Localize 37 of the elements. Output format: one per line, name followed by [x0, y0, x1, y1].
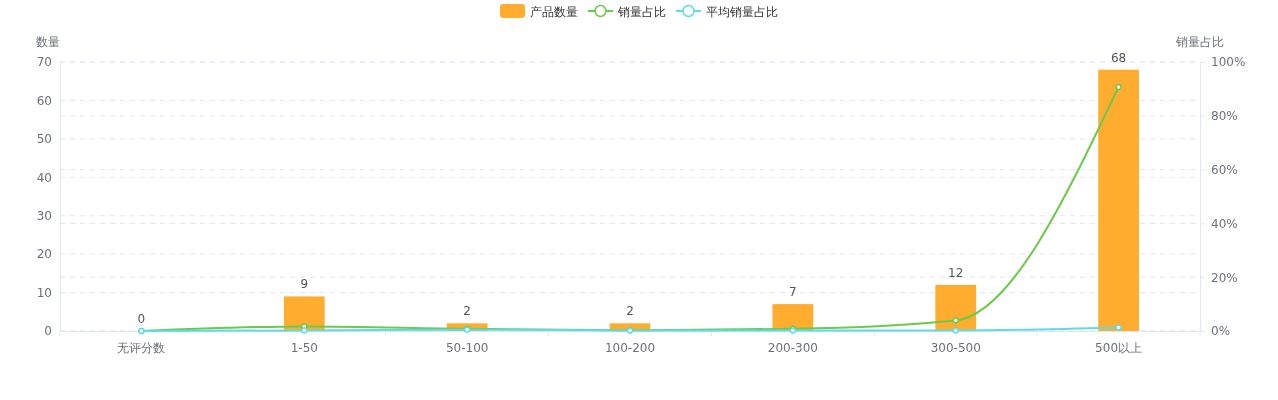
point [1115, 324, 1122, 331]
y-tick-label: 40 [36, 170, 52, 185]
x-tick-label: 50-100 [445, 340, 489, 355]
x-tick-label: 无评分数 [117, 340, 166, 355]
y2-tick-label: 80% [1211, 109, 1238, 124]
x-tick-label: 100-200 [604, 340, 656, 355]
y2-tick-label: 0% [1211, 324, 1231, 339]
data-label: 9 [300, 277, 309, 292]
data-label: 7 [789, 285, 797, 300]
x-tick-label: 200-300 [767, 340, 818, 355]
data-label: 68 [1110, 50, 1127, 65]
y2-tick-label: 40% [1211, 216, 1238, 231]
point [1115, 83, 1122, 91]
data-label: 0 [137, 312, 146, 326]
y-tick-label: 50 [36, 132, 52, 147]
legend-label: 产品数量 [530, 4, 578, 19]
y-tick-label: 30 [36, 209, 52, 224]
y-axis-title: 数量 [36, 35, 60, 49]
y-tick-label: 10 [36, 285, 52, 300]
bar [1098, 69, 1139, 331]
legend-label: 销量占比 [617, 4, 666, 19]
data-label: 2 [463, 304, 471, 319]
y2-axis-title: 销量占比 [1175, 35, 1224, 49]
point [952, 317, 959, 324]
x-tick-label: 500以上 [1095, 340, 1143, 355]
y-tick-label: 60 [36, 93, 52, 108]
y-tick-label: 70 [36, 55, 52, 70]
y2-tick-label: 20% [1211, 270, 1238, 285]
x-tick-label: 300-500 [930, 340, 981, 355]
y-tick-label: 20 [36, 247, 52, 262]
y2-tick-label: 100% [1211, 55, 1246, 70]
legend-label: 平均销量占比 [706, 4, 778, 19]
data-label: 2 [626, 304, 634, 319]
data-label: 12 [948, 265, 964, 280]
x-tick-label: 1-50 [290, 340, 318, 355]
y2-tick-label: 60% [1211, 162, 1238, 177]
y-tick-label: 0 [44, 324, 52, 339]
